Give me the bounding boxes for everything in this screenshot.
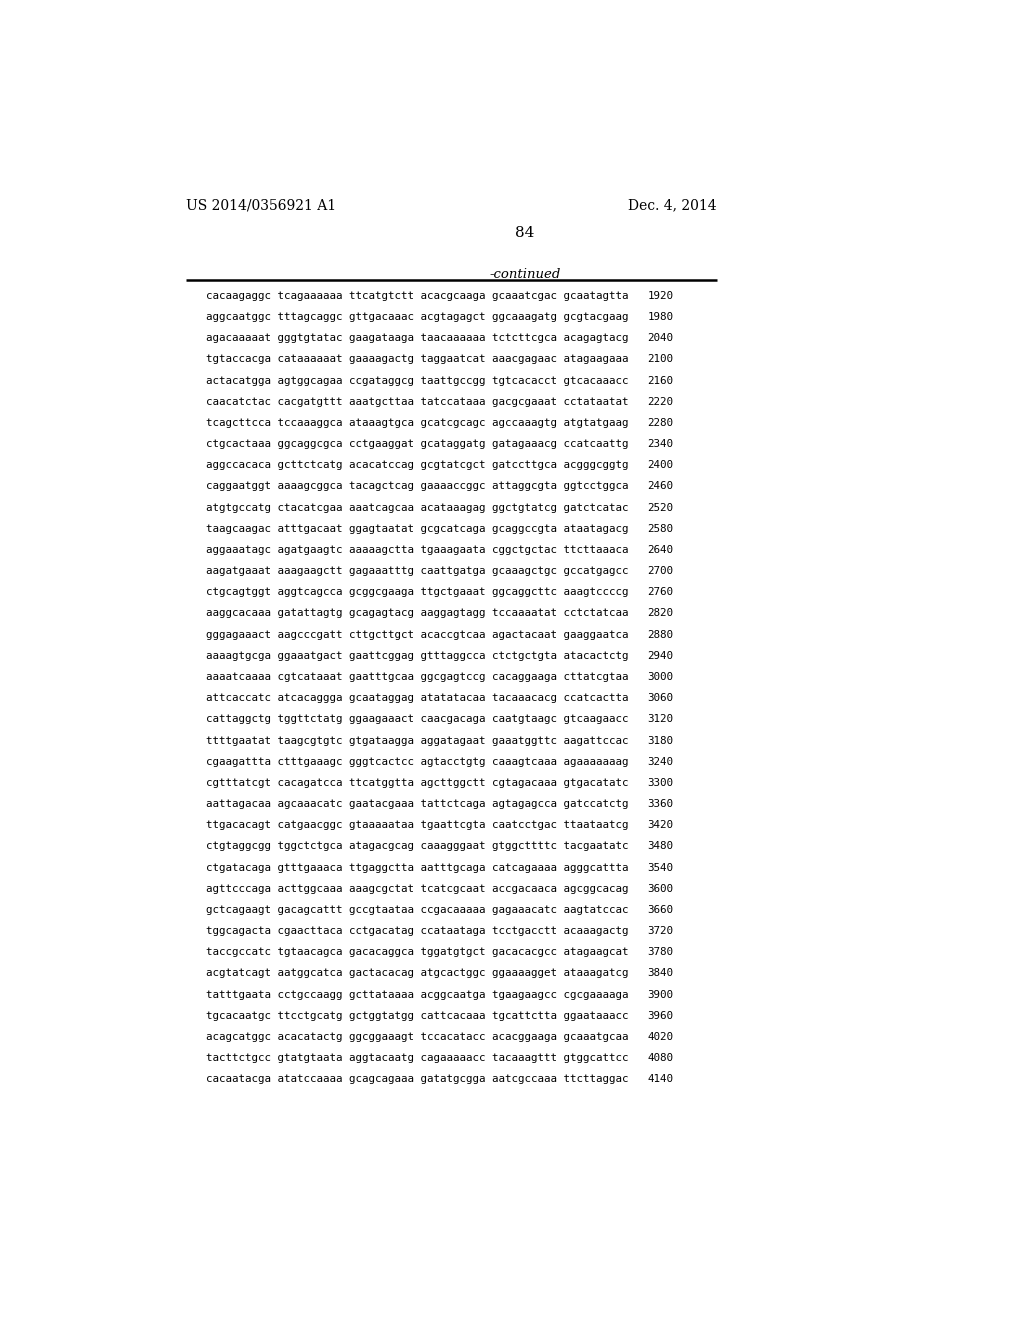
Text: 2880: 2880 (647, 630, 673, 640)
Text: Dec. 4, 2014: Dec. 4, 2014 (629, 198, 717, 213)
Text: 1920: 1920 (647, 290, 673, 301)
Text: aggaaatagc agatgaagtc aaaaagctta tgaaagaata cggctgctac ttcttaaaca: aggaaatagc agatgaagtc aaaaagctta tgaaaga… (206, 545, 628, 554)
Text: tcagcttcca tccaaaggca ataaagtgca gcatcgcagc agccaaagtg atgtatgaag: tcagcttcca tccaaaggca ataaagtgca gcatcgc… (206, 418, 628, 428)
Text: 2700: 2700 (647, 566, 673, 576)
Text: acagcatggc acacatactg ggcggaaagt tccacatacc acacggaaga gcaaatgcaa: acagcatggc acacatactg ggcggaaagt tccacat… (206, 1032, 628, 1041)
Text: acgtatcagt aatggcatca gactacacag atgcactggc ggaaaagget ataaagatcg: acgtatcagt aatggcatca gactacacag atgcact… (206, 969, 628, 978)
Text: 2640: 2640 (647, 545, 673, 554)
Text: 2820: 2820 (647, 609, 673, 619)
Text: 3960: 3960 (647, 1011, 673, 1020)
Text: attcaccatc atcacaggga gcaataggag atatatacaa tacaaacacg ccatcactta: attcaccatc atcacaggga gcaataggag atatata… (206, 693, 628, 704)
Text: 3660: 3660 (647, 906, 673, 915)
Text: tgtaccacga cataaaaaat gaaaagactg taggaatcat aaacgagaac atagaagaaa: tgtaccacga cataaaaaat gaaaagactg taggaat… (206, 354, 628, 364)
Text: tggcagacta cgaacttaca cctgacatag ccataataga tcctgacctt acaaagactg: tggcagacta cgaacttaca cctgacatag ccataat… (206, 927, 628, 936)
Text: 1980: 1980 (647, 312, 673, 322)
Text: 3060: 3060 (647, 693, 673, 704)
Text: 2160: 2160 (647, 376, 673, 385)
Text: ctgcactaaa ggcaggcgca cctgaaggat gcataggatg gatagaaacg ccatcaattg: ctgcactaaa ggcaggcgca cctgaaggat gcatagg… (206, 440, 628, 449)
Text: -continued: -continued (489, 268, 560, 281)
Text: taagcaagac atttgacaat ggagtaatat gcgcatcaga gcaggccgta ataatagacg: taagcaagac atttgacaat ggagtaatat gcgcatc… (206, 524, 628, 533)
Text: actacatgga agtggcagaa ccgataggcg taattgccgg tgtcacacct gtcacaaacc: actacatgga agtggcagaa ccgataggcg taattgc… (206, 376, 628, 385)
Text: 3120: 3120 (647, 714, 673, 725)
Text: 3840: 3840 (647, 969, 673, 978)
Text: cacaagaggc tcagaaaaaa ttcatgtctt acacgcaaga gcaaatcgac gcaatagtta: cacaagaggc tcagaaaaaa ttcatgtctt acacgca… (206, 290, 628, 301)
Text: aattagacaa agcaaacatc gaatacgaaa tattctcaga agtagagcca gatccatctg: aattagacaa agcaaacatc gaatacgaaa tattctc… (206, 799, 628, 809)
Text: taccgccatc tgtaacagca gacacaggca tggatgtgct gacacacgcc atagaagcat: taccgccatc tgtaacagca gacacaggca tggatgt… (206, 948, 628, 957)
Text: 4140: 4140 (647, 1074, 673, 1084)
Text: 4080: 4080 (647, 1053, 673, 1063)
Text: gggagaaact aagcccgatt cttgcttgct acaccgtcaa agactacaat gaaggaatca: gggagaaact aagcccgatt cttgcttgct acaccgt… (206, 630, 628, 640)
Text: ttgacacagt catgaacggc gtaaaaataa tgaattcgta caatcctgac ttaataatcg: ttgacacagt catgaacggc gtaaaaataa tgaattc… (206, 820, 628, 830)
Text: 2940: 2940 (647, 651, 673, 661)
Text: tgcacaatgc ttcctgcatg gctggtatgg cattcacaaa tgcattctta ggaataaacc: tgcacaatgc ttcctgcatg gctggtatgg cattcac… (206, 1011, 628, 1020)
Text: aagatgaaat aaagaagctt gagaaatttg caattgatga gcaaagctgc gccatgagcc: aagatgaaat aaagaagctt gagaaatttg caattga… (206, 566, 628, 576)
Text: tacttctgcc gtatgtaata aggtacaatg cagaaaaacc tacaaagttt gtggcattcc: tacttctgcc gtatgtaata aggtacaatg cagaaaa… (206, 1053, 628, 1063)
Text: 2400: 2400 (647, 461, 673, 470)
Text: cgtttatcgt cacagatcca ttcatggtta agcttggctt cgtagacaaa gtgacatatc: cgtttatcgt cacagatcca ttcatggtta agcttgg… (206, 777, 628, 788)
Text: gctcagaagt gacagcattt gccgtaataa ccgacaaaaa gagaaacatc aagtatccac: gctcagaagt gacagcattt gccgtaataa ccgacaa… (206, 906, 628, 915)
Text: 4020: 4020 (647, 1032, 673, 1041)
Text: 2220: 2220 (647, 397, 673, 407)
Text: 84: 84 (515, 226, 535, 240)
Text: agacaaaaat gggtgtatac gaagataaga taacaaaaaa tctcttcgca acagagtacg: agacaaaaat gggtgtatac gaagataaga taacaaa… (206, 333, 628, 343)
Text: 2460: 2460 (647, 482, 673, 491)
Text: 3480: 3480 (647, 841, 673, 851)
Text: 3360: 3360 (647, 799, 673, 809)
Text: 3180: 3180 (647, 735, 673, 746)
Text: aggcaatggc tttagcaggc gttgacaaac acgtagagct ggcaaagatg gcgtacgaag: aggcaatggc tttagcaggc gttgacaaac acgtaga… (206, 312, 628, 322)
Text: 3000: 3000 (647, 672, 673, 682)
Text: 3720: 3720 (647, 927, 673, 936)
Text: aaaagtgcga ggaaatgact gaattcggag gtttaggcca ctctgctgta atacactctg: aaaagtgcga ggaaatgact gaattcggag gtttagg… (206, 651, 628, 661)
Text: 2280: 2280 (647, 418, 673, 428)
Text: 2520: 2520 (647, 503, 673, 512)
Text: cacaatacga atatccaaaa gcagcagaaa gatatgcgga aatcgccaaa ttcttaggac: cacaatacga atatccaaaa gcagcagaaa gatatgc… (206, 1074, 628, 1084)
Text: 3900: 3900 (647, 990, 673, 999)
Text: agttcccaga acttggcaaa aaagcgctat tcatcgcaat accgacaaca agcggcacag: agttcccaga acttggcaaa aaagcgctat tcatcgc… (206, 884, 628, 894)
Text: caggaatggt aaaagcggca tacagctcag gaaaaccggc attaggcgta ggtcctggca: caggaatggt aaaagcggca tacagctcag gaaaacc… (206, 482, 628, 491)
Text: 3540: 3540 (647, 862, 673, 873)
Text: ttttgaatat taagcgtgtc gtgataagga aggatagaat gaaatggttc aagattccac: ttttgaatat taagcgtgtc gtgataagga aggatag… (206, 735, 628, 746)
Text: 3600: 3600 (647, 884, 673, 894)
Text: 3300: 3300 (647, 777, 673, 788)
Text: caacatctac cacgatgttt aaatgcttaa tatccataaa gacgcgaaat cctataatat: caacatctac cacgatgttt aaatgcttaa tatccat… (206, 397, 628, 407)
Text: ctgcagtggt aggtcagcca gcggcgaaga ttgctgaaat ggcaggcttc aaagtccccg: ctgcagtggt aggtcagcca gcggcgaaga ttgctga… (206, 587, 628, 597)
Text: aggccacaca gcttctcatg acacatccag gcgtatcgct gatccttgca acgggcggtg: aggccacaca gcttctcatg acacatccag gcgtatc… (206, 461, 628, 470)
Text: aaggcacaaa gatattagtg gcagagtacg aaggagtagg tccaaaatat cctctatcaa: aaggcacaaa gatattagtg gcagagtacg aaggagt… (206, 609, 628, 619)
Text: cgaagattta ctttgaaagc gggtcactcc agtacctgtg caaagtcaaa agaaaaaaag: cgaagattta ctttgaaagc gggtcactcc agtacct… (206, 756, 628, 767)
Text: ctgtaggcgg tggctctgca atagacgcag caaagggaat gtggcttttc tacgaatatc: ctgtaggcgg tggctctgca atagacgcag caaaggg… (206, 841, 628, 851)
Text: US 2014/0356921 A1: US 2014/0356921 A1 (186, 198, 336, 213)
Text: 2580: 2580 (647, 524, 673, 533)
Text: 3240: 3240 (647, 756, 673, 767)
Text: atgtgccatg ctacatcgaa aaatcagcaa acataaagag ggctgtatcg gatctcatac: atgtgccatg ctacatcgaa aaatcagcaa acataaa… (206, 503, 628, 512)
Text: 3780: 3780 (647, 948, 673, 957)
Text: aaaatcaaaa cgtcataaat gaatttgcaa ggcgagtccg cacaggaaga cttatcgtaa: aaaatcaaaa cgtcataaat gaatttgcaa ggcgagt… (206, 672, 628, 682)
Text: cattaggctg tggttctatg ggaagaaact caacgacaga caatgtaagc gtcaagaacc: cattaggctg tggttctatg ggaagaaact caacgac… (206, 714, 628, 725)
Text: 2340: 2340 (647, 440, 673, 449)
Text: 2760: 2760 (647, 587, 673, 597)
Text: tatttgaata cctgccaagg gcttataaaa acggcaatga tgaagaagcc cgcgaaaaga: tatttgaata cctgccaagg gcttataaaa acggcaa… (206, 990, 628, 999)
Text: 2040: 2040 (647, 333, 673, 343)
Text: 3420: 3420 (647, 820, 673, 830)
Text: ctgatacaga gtttgaaaca ttgaggctta aatttgcaga catcagaaaa agggcattta: ctgatacaga gtttgaaaca ttgaggctta aatttgc… (206, 862, 628, 873)
Text: 2100: 2100 (647, 354, 673, 364)
